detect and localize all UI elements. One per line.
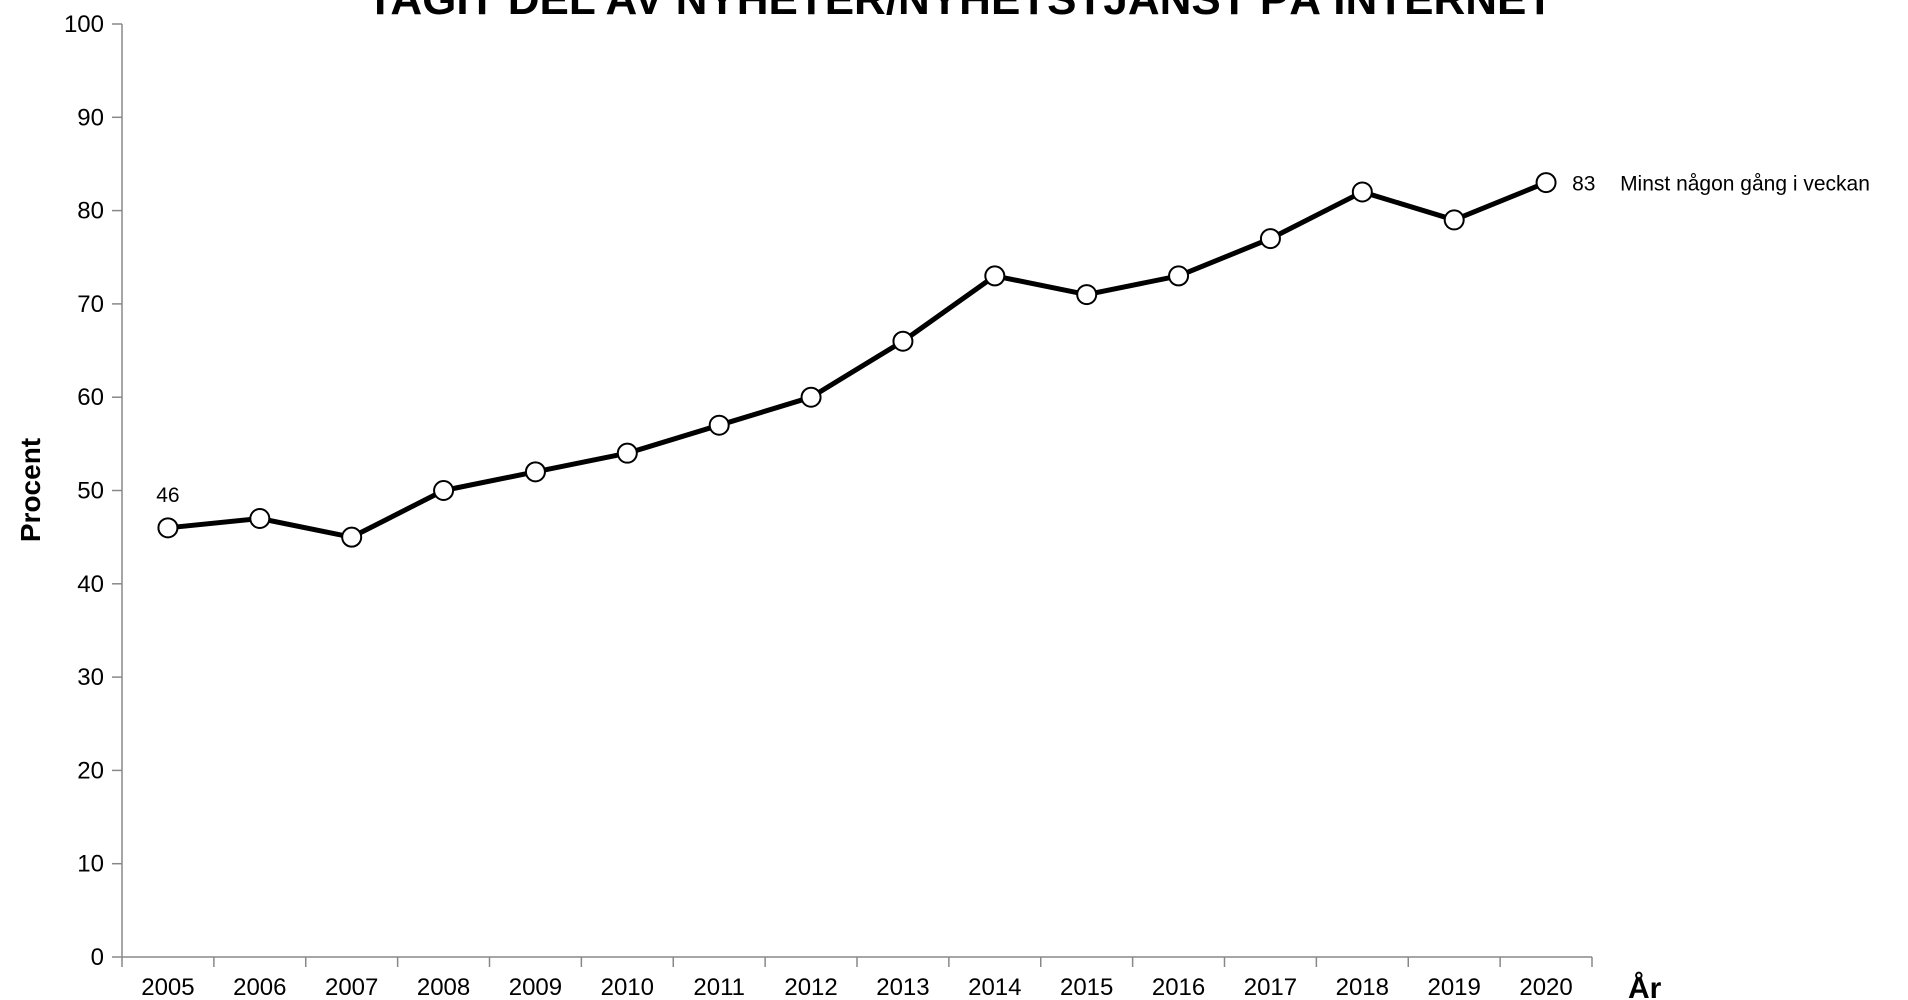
x-tick-label: 2008 [417, 974, 470, 1000]
y-tick-label: 0 [91, 944, 104, 971]
marker [892, 330, 914, 352]
y-tick-label: 40 [77, 571, 104, 598]
x-tick-label: 2014 [968, 974, 1021, 1000]
x-tick-label: 2020 [1519, 974, 1572, 1000]
marker [341, 526, 363, 548]
x-tick-label: 2013 [876, 974, 929, 1000]
series-line [167, 180, 1548, 540]
x-axis-label: År [1628, 972, 1662, 1000]
marker [1168, 265, 1190, 287]
y-tick-label: 60 [77, 384, 104, 411]
marker [1443, 209, 1465, 231]
x-tick-label: 2010 [601, 974, 654, 1000]
x-tick-label: 2016 [1152, 974, 1205, 1000]
y-tick-label: 80 [77, 198, 104, 225]
x-tick-label: 2006 [233, 974, 286, 1000]
y-tick-label: 10 [77, 851, 104, 878]
marker [157, 517, 179, 539]
y-tick-label: 30 [77, 664, 104, 691]
x-tick-label: 2009 [509, 974, 562, 1000]
marker [708, 414, 730, 436]
y-tick-label: 70 [77, 291, 104, 318]
x-tick-label: 2017 [1244, 974, 1297, 1000]
marker [616, 442, 638, 464]
marker [1351, 181, 1373, 203]
y-tick-label: 90 [77, 104, 104, 131]
data-label: 83 [1572, 173, 1595, 196]
x-tick-label: 2007 [325, 974, 378, 1000]
marker [524, 461, 546, 483]
x-tick-label: 2012 [784, 974, 837, 1000]
x-tick-label: 2011 [693, 974, 745, 1000]
marker [1535, 172, 1557, 194]
chart-title: TAGIT DEL AV NYHETER/NYHETSTJÄNST PÅ INT… [367, 0, 1554, 24]
x-tick-label: 2019 [1427, 974, 1480, 1000]
marker [1259, 228, 1281, 250]
series-label: Minst någon gång i veckan [1620, 173, 1870, 196]
marker [984, 265, 1006, 287]
marker [1076, 284, 1098, 306]
marker [249, 507, 271, 529]
y-tick-label: 20 [77, 757, 104, 784]
marker [433, 480, 455, 501]
y-axis-label: Procent [15, 438, 46, 542]
y-tick-label: 100 [64, 11, 104, 38]
y-tick-label: 50 [77, 478, 104, 505]
x-tick-label: 2018 [1336, 974, 1389, 1000]
marker [800, 386, 822, 408]
x-tick-label: 2005 [141, 974, 194, 1000]
x-tick-label: 2015 [1060, 974, 1113, 1000]
data-label: 46 [156, 484, 179, 507]
